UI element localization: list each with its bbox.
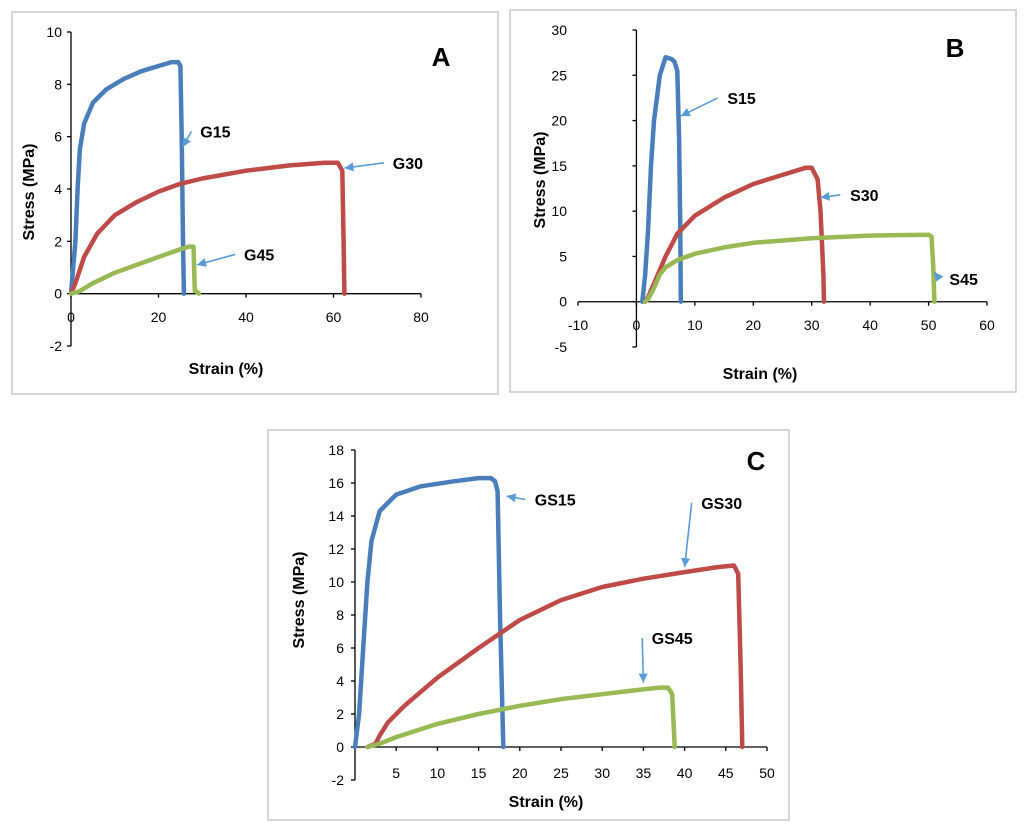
panel-c-y-tick-label: 10 (328, 574, 344, 590)
panel-b-arrowhead-s45 (934, 271, 944, 282)
panel-b-label-s15: S15 (727, 91, 756, 108)
panel-a-x-tick-label: 20 (151, 309, 167, 325)
panel-a-y-tick-label: 10 (46, 24, 62, 40)
panel-b-x-tick-label: 10 (687, 317, 703, 333)
panel-c-series-gs30 (365, 563, 745, 750)
panel-c-letter: C (747, 446, 766, 476)
panel-b-y-tick-label: -5 (555, 339, 568, 355)
panel-b-series-s15 (640, 54, 684, 304)
panel-b-letter: B (946, 33, 965, 63)
panel-a-x-tick-label: 60 (326, 309, 342, 325)
panel-c-label-gs15: GS15 (535, 493, 576, 510)
panel-a-x-tick-label: 40 (238, 309, 254, 325)
panel-a-letter: A (432, 42, 451, 72)
panel-a-frame (11, 11, 499, 395)
panel-c-y-tick-label: -2 (332, 772, 345, 788)
panel-c-y-tick-label: 4 (336, 673, 344, 689)
panel-b-x-tick-label: 30 (804, 317, 820, 333)
panel-a-arrowhead-g15 (182, 137, 191, 148)
panel-b-y-tick-label: 10 (551, 203, 567, 219)
panel-c-y-tick-label: 16 (328, 475, 344, 491)
panel-c-x-tick-label: 20 (512, 765, 528, 781)
panel-c-arrowhead-gs15 (506, 493, 517, 503)
panel-a-arrowhead-g45 (197, 258, 207, 267)
panel-a-y-axis-title: Stress (MPa) (21, 144, 38, 241)
panel-b-y-tick-label: 25 (551, 67, 567, 83)
panel-b-x-tick-label: 0 (633, 317, 641, 333)
panel-c-y-tick-label: 12 (328, 541, 344, 557)
panel-a-series-g45 (68, 244, 202, 296)
panel-c-x-tick-label: 35 (636, 765, 652, 781)
panel-a-series-g15 (68, 59, 187, 296)
panel-b-x-tick-label: 50 (921, 317, 937, 333)
panel-b-label-s45: S45 (949, 272, 978, 289)
panel-c-y-tick-label: 14 (328, 508, 344, 524)
panel-a-x-tick-label: 80 (413, 309, 429, 325)
panel-b-y-tick-label: 15 (551, 158, 567, 174)
panel-b-y-axis-title: Stress (MPa) (532, 132, 549, 229)
panel-c-label-gs30: GS30 (701, 496, 742, 513)
panel-b-y-tick-label: 5 (559, 248, 567, 264)
panel-b-series-s45 (642, 232, 937, 304)
panel-c-y-tick-label: 6 (336, 640, 344, 656)
panel-a-series-g30 (68, 160, 347, 296)
panel-a-y-tick-label: 8 (54, 76, 62, 92)
panel-c-label-gs45: GS45 (652, 631, 693, 648)
panel-a-y-tick-label: 2 (54, 233, 62, 249)
panel-a-label-g45: G45 (244, 247, 274, 264)
panel-b-x-tick-label: 40 (862, 317, 878, 333)
panel-c-x-axis-title: Strain (%) (509, 794, 584, 811)
panel-c-frame (267, 429, 790, 821)
panel-c-arrowhead-gs45 (638, 673, 648, 683)
panel-c-x-tick-label: 30 (594, 765, 610, 781)
panel-a-y-tick-label: 4 (54, 181, 62, 197)
panel-c-y-tick-label: 2 (336, 706, 344, 722)
panel-b: B Strain (%) Stress (MPa) -5 0 5 10 15 20 25 30… (509, 9, 1017, 393)
panel-a-y-tick-label: 0 (54, 286, 62, 302)
panel-c-x-tick-label: 40 (677, 765, 693, 781)
panel-c-series-gs15 (352, 475, 506, 750)
panel-b-y-tick-label: 0 (559, 294, 567, 310)
panel-c-arrow-gs30 (683, 502, 693, 568)
panel-a-label-g30: G30 (393, 156, 423, 173)
panel-c-y-tick-label: 8 (336, 607, 344, 623)
panel-a-y-tick-label: 6 (54, 129, 62, 145)
panel-b-frame (509, 9, 1017, 393)
panel-a-y-tick-label: -2 (50, 338, 63, 354)
panel-c-x-tick-label: 10 (430, 765, 446, 781)
panel-c-y-axis-title: Stress (MPa) (291, 552, 308, 649)
panel-b-y-tick-label: 30 (551, 22, 567, 38)
panel-b-x-tick-label: -10 (568, 317, 588, 333)
panel-a-label-g15: G15 (200, 124, 230, 141)
panel-a-x-axis-title: Strain (%) (189, 361, 264, 378)
panel-c-x-tick-label: 5 (392, 765, 400, 781)
panel-b-x-tick-label: 60 (979, 317, 995, 333)
panel-c-y-tick-label: 0 (336, 739, 344, 755)
panel-a-x-tick-label: 0 (67, 309, 75, 325)
panel-c-x-tick-label: 45 (718, 765, 734, 781)
panel-b-arrowhead-s30 (820, 191, 831, 201)
panel-b-x-tick-label: 20 (745, 317, 761, 333)
panel-b-arrowhead-s15 (680, 108, 691, 117)
panel-b-x-axis-title: Strain (%) (723, 366, 798, 383)
panel-b-y-tick-label: 20 (551, 113, 567, 129)
panel-c-plot: -2 0 2 4 6 8 10 12 14 16 18 5 10 15 20 25 30 35 40 45 50 GS15… (328, 442, 775, 788)
panel-a-arrowhead-g30 (344, 162, 354, 172)
panel-c-x-tick-label: 25 (553, 765, 569, 781)
panel-c-x-tick-label: 15 (471, 765, 487, 781)
panel-c-series-gs45 (365, 685, 677, 750)
panel-c: C Strain (%) Stress (MPa) -2 0 2 4 6 8 10 12 14 1… (267, 429, 790, 821)
panel-c-x-tick-label: 50 (759, 765, 775, 781)
panel-b-label-s30: S30 (850, 188, 879, 205)
panel-c-arrowhead-gs30 (681, 557, 691, 568)
panel-c-y-tick-label: 18 (328, 442, 344, 458)
